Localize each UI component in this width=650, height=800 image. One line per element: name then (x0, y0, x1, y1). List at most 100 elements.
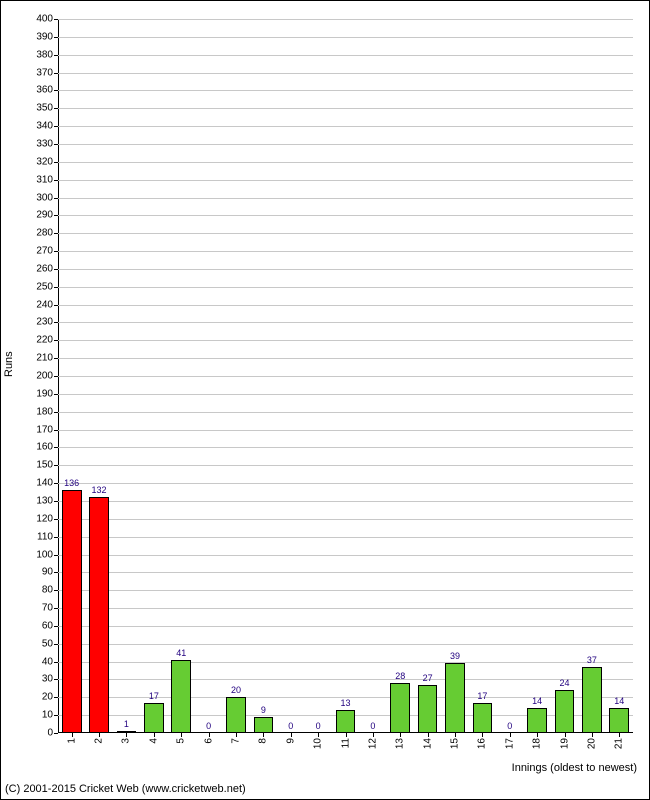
grid-line (58, 590, 633, 591)
x-tick-mark (154, 733, 155, 737)
y-tick-label: 220 (28, 335, 53, 346)
y-tick-label: 50 (28, 638, 53, 649)
y-tick-label: 350 (28, 103, 53, 114)
x-tick-label: 1 (66, 738, 77, 748)
y-tick-mark (54, 662, 58, 663)
x-tick-mark (428, 733, 429, 737)
x-tick-mark (99, 733, 100, 737)
x-tick-label: 18 (532, 738, 543, 753)
y-tick-mark (54, 376, 58, 377)
grid-line (58, 37, 633, 38)
y-tick-label: 230 (28, 317, 53, 328)
y-tick-label: 160 (28, 442, 53, 453)
x-tick-mark (126, 733, 127, 737)
grid-line (58, 626, 633, 627)
x-tick-label: 17 (504, 738, 515, 753)
y-tick-label: 200 (28, 371, 53, 382)
y-tick-mark (54, 697, 58, 698)
bar (144, 703, 164, 733)
bar-value-label: 0 (316, 721, 321, 731)
y-tick-label: 280 (28, 228, 53, 239)
y-tick-label: 390 (28, 31, 53, 42)
x-tick-mark (510, 733, 511, 737)
y-tick-mark (54, 519, 58, 520)
y-tick-mark (54, 590, 58, 591)
y-tick-mark (54, 305, 58, 306)
x-tick-label: 16 (477, 738, 488, 753)
grid-line (58, 483, 633, 484)
grid-line (58, 358, 633, 359)
bar (609, 708, 629, 733)
bar (390, 683, 410, 733)
y-tick-label: 400 (28, 14, 53, 25)
y-tick-label: 100 (28, 549, 53, 560)
y-tick-mark (54, 37, 58, 38)
bar-value-label: 0 (507, 721, 512, 731)
x-tick-mark (592, 733, 593, 737)
grid-line (58, 233, 633, 234)
x-tick-label: 2 (94, 738, 105, 748)
grid-line (58, 447, 633, 448)
y-tick-mark (54, 126, 58, 127)
bar (171, 660, 191, 733)
x-tick-label: 15 (450, 738, 461, 753)
bar-value-label: 28 (395, 671, 405, 681)
y-tick-label: 90 (28, 567, 53, 578)
bar (418, 685, 438, 733)
x-tick-mark (455, 733, 456, 737)
plot-area: 1361321174102090013028273917014243714 (58, 19, 633, 733)
y-tick-label: 170 (28, 424, 53, 435)
y-tick-mark (54, 73, 58, 74)
grid-line (58, 322, 633, 323)
x-tick-label: 14 (422, 738, 433, 753)
x-tick-label: 4 (148, 738, 159, 748)
bar-value-label: 41 (176, 648, 186, 658)
y-tick-mark (54, 608, 58, 609)
bar-value-label: 27 (423, 673, 433, 683)
x-tick-mark (537, 733, 538, 737)
x-tick-mark (209, 733, 210, 737)
y-tick-mark (54, 483, 58, 484)
y-tick-label: 70 (28, 603, 53, 614)
y-tick-mark (54, 465, 58, 466)
x-tick-label: 20 (586, 738, 597, 753)
bar (527, 708, 547, 733)
grid-line (58, 465, 633, 466)
y-tick-mark (54, 233, 58, 234)
y-tick-mark (54, 180, 58, 181)
x-tick-mark (291, 733, 292, 737)
bar (62, 490, 82, 733)
x-tick-label: 11 (340, 738, 351, 752)
y-tick-label: 130 (28, 495, 53, 506)
y-tick-mark (54, 198, 58, 199)
grid-line (58, 215, 633, 216)
bar-value-label: 0 (370, 721, 375, 731)
bar-value-label: 0 (288, 721, 293, 731)
y-tick-mark (54, 108, 58, 109)
y-tick-mark (54, 430, 58, 431)
bar (336, 710, 356, 733)
y-tick-label: 60 (28, 620, 53, 631)
x-tick-label: 7 (230, 738, 241, 748)
x-tick-label: 12 (367, 738, 378, 753)
y-tick-label: 80 (28, 585, 53, 596)
bar (555, 690, 575, 733)
grid-line (58, 180, 633, 181)
x-tick-mark (181, 733, 182, 737)
grid-line (58, 519, 633, 520)
y-tick-label: 30 (28, 674, 53, 685)
bar-value-label: 0 (206, 721, 211, 731)
bar-value-label: 37 (587, 655, 597, 665)
y-tick-mark (54, 537, 58, 538)
y-tick-mark (54, 572, 58, 573)
bar (445, 663, 465, 733)
y-tick-label: 190 (28, 388, 53, 399)
grid-line (58, 55, 633, 56)
y-tick-mark (54, 733, 58, 734)
grid-line (58, 198, 633, 199)
y-tick-mark (54, 269, 58, 270)
grid-line (58, 644, 633, 645)
y-tick-mark (54, 358, 58, 359)
x-tick-label: 8 (258, 738, 269, 748)
bar-value-label: 132 (92, 485, 107, 495)
